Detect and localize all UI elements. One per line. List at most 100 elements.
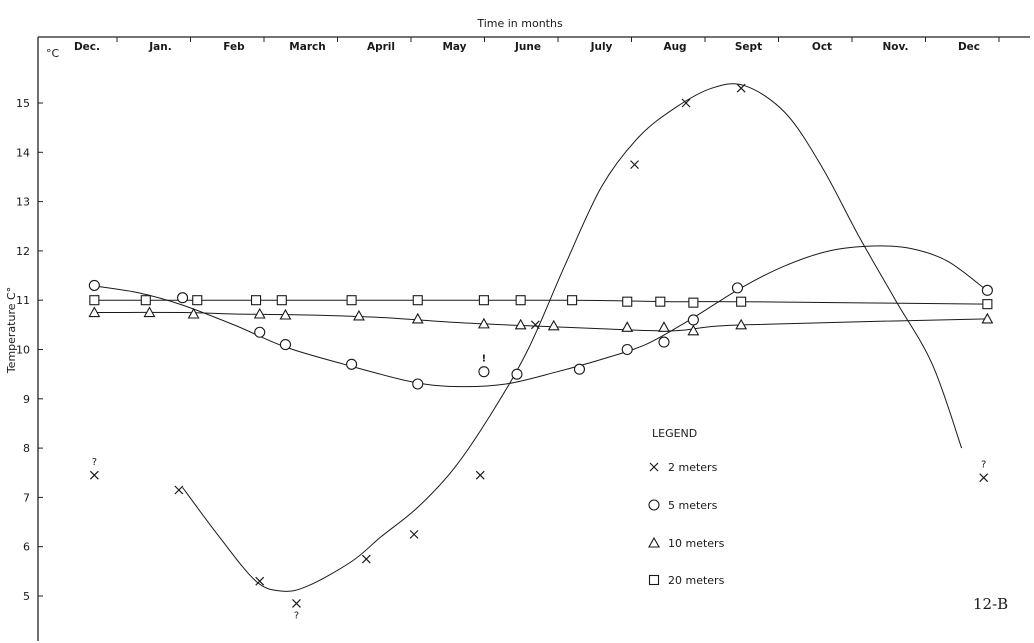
data-point-20-meters (515, 295, 526, 306)
data-point-5-meters (478, 366, 490, 378)
data-point-2-meters (475, 470, 485, 480)
y-tick-label: 8 (23, 442, 30, 455)
data-point-annotation: ? (92, 457, 97, 468)
x-tick-label: May (442, 41, 466, 53)
legend-label-2-meters: 2 meters (668, 461, 718, 474)
data-point-annotation: ? (294, 610, 299, 621)
y-tick-label: 7 (23, 491, 30, 504)
y-tick-label: 13 (16, 196, 30, 209)
data-point-5-meters (573, 363, 586, 375)
data-point-10-meters (477, 317, 490, 329)
y-tick-label: 15 (16, 97, 30, 110)
x-axis-title: Time in months (476, 17, 563, 30)
data-point-20-meters (140, 295, 151, 306)
legend-marker-2-meters (649, 462, 659, 472)
data-point-2-meters (174, 485, 184, 495)
data-point-20-meters (736, 296, 747, 307)
data-point-2-meters (361, 554, 371, 564)
series-line-2-meters (182, 83, 963, 592)
data-point-10-meters (88, 306, 101, 318)
data-point-10-meters (253, 307, 266, 319)
x-tick-label: Oct (812, 41, 832, 53)
x-tick-label: Aug (663, 41, 686, 53)
data-point-2-meters (736, 83, 746, 93)
x-tick-label: June (514, 41, 541, 53)
x-tick-label: July (590, 41, 613, 53)
x-tick-label: Feb (223, 41, 245, 53)
series-markers: ???! (88, 83, 994, 621)
y-tick-label: 11 (16, 294, 30, 307)
data-point-annotation: ? (981, 460, 986, 471)
data-point-5-meters (658, 336, 670, 348)
legend-label-10-meters: 10 meters (668, 537, 725, 550)
y-axis-ticks: 5 6 7 8 9 10 11 12 13 14 15 (16, 97, 43, 603)
data-point-20-meters (655, 296, 666, 307)
data-point-5-meters (412, 378, 424, 390)
data-point-2-meters (530, 320, 540, 330)
legend-marker-5-meters (648, 499, 660, 511)
series-line-20-meters (94, 299, 988, 305)
data-point-5-meters (687, 314, 699, 326)
data-point-5-meters (177, 292, 189, 304)
data-point-20-meters (412, 295, 423, 306)
data-point-10-meters (143, 306, 156, 318)
x-tick-label: Sept (735, 41, 762, 53)
y-tick-label: 6 (23, 541, 30, 554)
data-point-20-meters (346, 295, 357, 306)
data-point-10-meters (735, 318, 748, 330)
data-point-20-meters (276, 295, 287, 306)
data-point-10-meters (411, 312, 424, 324)
data-point-2-meters (292, 598, 301, 608)
series-line-5-meters (90, 245, 984, 388)
data-point-10-meters (279, 308, 292, 320)
data-point-5-meters (88, 279, 100, 291)
data-point-20-meters (192, 295, 203, 306)
y-tick-label: 12 (16, 245, 30, 258)
y-unit-label: °C (46, 47, 60, 60)
data-point-20-meters (567, 295, 578, 306)
y-axis-title: Temperature C° (5, 287, 18, 374)
data-point-5-meters (981, 284, 993, 296)
data-point-10-meters (621, 321, 634, 332)
data-point-20-meters (89, 295, 100, 306)
data-point-2-meters (255, 576, 265, 586)
series-curves (90, 83, 988, 592)
x-tick-label: Dec. (74, 41, 100, 53)
x-tick-label: Nov. (883, 41, 909, 53)
data-point-10-meters (187, 307, 200, 319)
x-tick-label: Jan. (148, 41, 171, 53)
legend-label-20-meters: 20 meters (668, 574, 725, 587)
y-tick-label: 9 (23, 393, 30, 406)
figure-label: 12-B (973, 595, 1008, 613)
x-tick-label: April (367, 41, 395, 53)
data-point-2-meters (409, 529, 419, 539)
data-point-20-meters (982, 299, 993, 310)
data-point-20-meters (622, 296, 633, 307)
y-tick-label: 14 (16, 146, 30, 159)
legend-label-5-meters: 5 meters (668, 499, 718, 512)
data-point-10-meters (353, 309, 365, 321)
data-point-2-meters (89, 470, 99, 480)
data-point-2-meters (681, 98, 691, 108)
x-tick-label: March (289, 41, 325, 53)
data-point-10-meters (514, 318, 527, 330)
data-point-10-meters (687, 324, 700, 336)
data-point-10-meters (547, 319, 560, 331)
data-point-20-meters (251, 295, 262, 306)
data-point-5-meters (621, 343, 633, 356)
series-line-10-meters (94, 311, 988, 332)
legend-marker-10-meters (648, 536, 660, 548)
data-point-5-meters (731, 282, 744, 294)
data-point-2-meters (979, 473, 989, 483)
y-tick-label: 5 (23, 590, 30, 603)
data-point-20-meters (688, 297, 699, 308)
y-tick-label: 10 (16, 344, 30, 357)
data-point-5-meters (279, 339, 292, 351)
legend-marker-20-meters (648, 574, 660, 586)
data-point-20-meters (478, 295, 489, 306)
x-tick-label: Dec (958, 41, 980, 53)
data-point-10-meters (658, 321, 670, 332)
x-axis-ticks: Dec. Jan. Feb March April May June July Aug Sept O… (74, 37, 1000, 53)
data-point-annotation: ! (482, 354, 487, 365)
